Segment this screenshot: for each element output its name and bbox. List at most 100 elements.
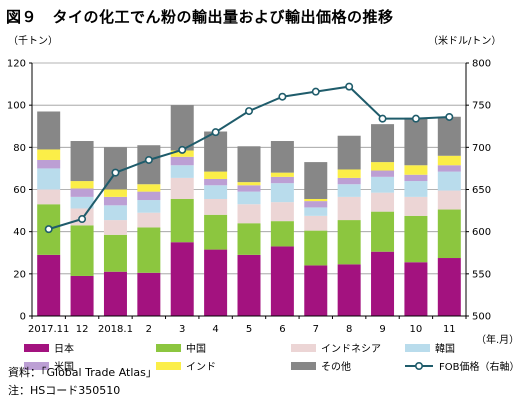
bar-segment [237,223,261,255]
bar-segment [237,146,261,183]
bar-segment [170,105,194,151]
bar-segment [304,207,328,216]
left-tick-label: 100 [7,101,26,112]
fob-price-point [144,155,153,164]
x-tick-label: 8 [346,324,352,335]
source-note: 資料：「Global Trade Atlas」 [8,366,157,379]
right-tick-label: 500 [472,312,491,323]
bar-segment [204,249,228,316]
bar-segment [137,191,161,201]
fob-price-point [178,145,187,154]
legend-swatch [291,344,316,352]
right-tick-label: 600 [472,227,491,238]
x-axis-unit: （年.月） [476,333,517,346]
legend-swatch [156,362,181,370]
bar-segment [270,176,294,184]
bar-segment [103,205,127,221]
legend-label: 中国 [186,342,206,355]
bar-segment [270,202,294,222]
legend-swatch [291,362,316,370]
bar-segment [304,201,328,208]
left-tick-label: 80 [13,143,26,154]
bar-segment [337,135,361,170]
right-tick-label: 800 [472,59,491,70]
legend-label: FOB価格（右軸） [439,360,517,373]
bar-segment [137,184,161,192]
bar-segment [437,258,461,316]
bar-segment [103,271,127,316]
bar-segment [337,196,361,221]
bar-segment [170,177,194,199]
bar-segment [371,162,395,171]
bar-segment [103,234,127,272]
fob-price-point [111,168,120,177]
bar-segment [204,198,228,215]
bar-segment [304,198,328,202]
left-tick-label: 40 [13,227,26,238]
bar-segment [70,196,94,209]
legend-swatch [405,344,430,352]
bar-segment [237,182,261,186]
bar-segment [437,171,461,191]
bar-segment [37,149,61,160]
bar-segment [371,211,395,252]
bar-segment [404,215,428,263]
left-tick-label: 20 [13,269,26,280]
fob-price-point [278,92,287,101]
bar-segment [170,198,194,243]
bar-segment [103,189,127,197]
bar-segment [70,275,94,316]
bar-segment [137,200,161,213]
bar-segment [137,212,161,228]
hs-code-note: 注：HSコード350510 [8,384,121,397]
legend-swatch [24,344,49,352]
legend-label: インド [186,362,216,373]
bar-segment [337,169,361,178]
bar-segment [270,221,294,247]
left-axis-unit: （千トン） [8,35,58,47]
bar-segment [170,165,194,178]
bar-segment [70,141,94,182]
bar-segment [37,254,61,316]
bar-segment [404,196,428,216]
bar-segment [404,181,428,197]
bar-segment [237,191,261,205]
x-tick-label: 2017.11 [28,324,69,335]
bar-segment [270,183,294,203]
bar-segment [437,209,461,259]
bar-segment [404,262,428,316]
fob-price-point [245,107,254,116]
x-tick-label: 6 [279,324,285,335]
bar-segment [170,156,194,166]
x-tick-label: 2018.1 [98,324,133,335]
bar-segment [37,189,61,205]
bar-segment [270,172,294,177]
fob-price-point [211,128,220,137]
left-tick-label: 0 [20,312,26,323]
x-tick-label: 9 [379,324,385,335]
bar-segment [204,214,228,250]
bar-segment [204,171,228,179]
x-tick-label: 11 [443,324,456,335]
notes: 資料：「Global Trade Atlas」 注：HSコード350510 [8,364,157,400]
legend-label: その他 [321,360,351,373]
fob-price-point [445,112,454,121]
bar-segment [137,145,161,185]
bar-segment [437,190,461,210]
bar-segment [170,242,194,316]
x-tick-label: 5 [246,324,252,335]
bar-segment [103,196,127,206]
bar-segment [237,185,261,192]
bars [37,105,461,316]
bar-segment [237,204,261,224]
bar-segment [371,176,395,193]
bar-segment [204,178,228,186]
bar-segment [37,168,61,190]
right-tick-label: 550 [472,269,491,280]
bar-segment [304,265,328,316]
bar-segment [437,155,461,166]
bar-segment [137,272,161,316]
bar-segment [437,116,461,156]
bar-segment [371,192,395,212]
